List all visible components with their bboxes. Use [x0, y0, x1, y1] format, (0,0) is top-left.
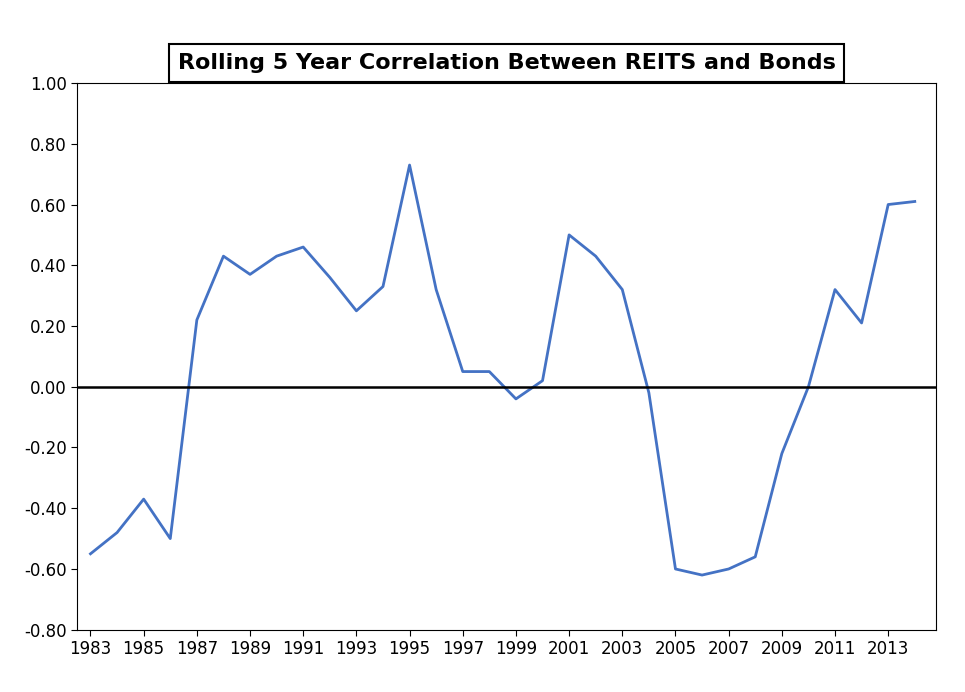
Title: Rolling 5 Year Correlation Between REITS and Bonds: Rolling 5 Year Correlation Between REITS…	[178, 53, 836, 73]
